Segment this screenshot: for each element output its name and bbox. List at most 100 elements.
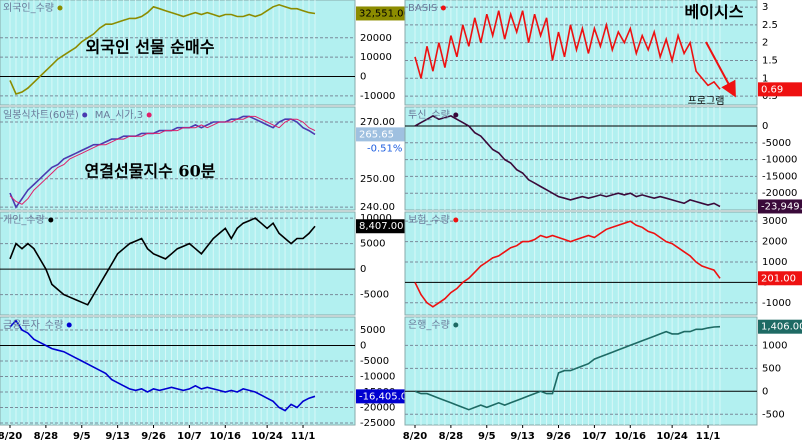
y-tick-label: -20000 bbox=[360, 402, 395, 413]
value-box bbox=[758, 199, 802, 214]
legend-label: 은행_수량 bbox=[408, 319, 450, 331]
y-tick-label: 3000 bbox=[762, 216, 787, 227]
y-tick-label: 500 bbox=[762, 363, 781, 374]
y-tick-label: 0.5 bbox=[762, 91, 778, 102]
value-box-label: 265.65 bbox=[359, 129, 394, 140]
y-tick-label: -1000 bbox=[762, 298, 791, 309]
series-line bbox=[414, 114, 721, 208]
legend-dot bbox=[48, 217, 54, 223]
plot-area bbox=[404, 211, 758, 316]
plot-area bbox=[404, 106, 758, 211]
x-tick-label: 8/20 bbox=[0, 431, 22, 442]
legend-dot bbox=[146, 112, 152, 118]
legend-dot bbox=[66, 322, 72, 328]
y-tick-label: -10000 bbox=[360, 91, 395, 102]
annotation: 연결선물지수 60분 bbox=[85, 162, 216, 181]
plot-area bbox=[404, 316, 758, 426]
y-tick-label: 1.5 bbox=[762, 56, 778, 67]
y-tick-label: 1000 bbox=[762, 340, 787, 351]
y-tick-label: 10000 bbox=[360, 213, 392, 224]
x-tick-label: 9/26 bbox=[546, 431, 571, 442]
y-tick-label: -5000 bbox=[762, 138, 791, 149]
panel: 1000 500 0 -500 은행_수량 1,406.00 8/20 8/28 9/5 9/13… bbox=[403, 316, 802, 442]
y-tick-label: 10000 bbox=[360, 52, 392, 63]
x-tick-label: 11/1 bbox=[291, 431, 316, 442]
y-tick-label: -10000 bbox=[762, 155, 797, 166]
y-tick-label: 0 bbox=[762, 386, 768, 397]
x-tick-label: 10/16 bbox=[210, 431, 242, 442]
y-tick-label: -5000 bbox=[360, 356, 389, 367]
series-line bbox=[414, 325, 721, 411]
y-tick-label: 1 bbox=[762, 73, 768, 84]
legend-label: MA_시가,3 bbox=[95, 109, 143, 121]
y-tick-label: 0 bbox=[360, 72, 366, 83]
change-label: -0.51% bbox=[367, 143, 402, 154]
value-box-label: 32,551.00 bbox=[359, 8, 410, 19]
x-tick-label: 9/5 bbox=[73, 431, 91, 442]
y-tick-label: 2000 bbox=[762, 237, 787, 248]
y-tick-label: -20000 bbox=[762, 188, 797, 199]
x-tick-label: 9/5 bbox=[478, 431, 496, 442]
y-tick-label: 3 bbox=[762, 2, 768, 13]
series-line bbox=[9, 115, 316, 205]
legend-label: 보험_수량 bbox=[408, 214, 450, 226]
annotation: 프로그램 bbox=[688, 95, 725, 107]
legend-label: 투신_수량 bbox=[408, 109, 450, 121]
x-tick-label: 8/20 bbox=[403, 431, 428, 442]
legend-dot bbox=[440, 5, 446, 11]
legend-label: 일봉식차트(60분) bbox=[3, 109, 79, 121]
panel: 20000 10000 0 -10000 외국인_수량 32,551.00 외국인 선물 순… bbox=[0, 0, 410, 106]
x-tick-label: 10/24 bbox=[251, 431, 283, 442]
y-tick-label: -5000 bbox=[360, 290, 389, 301]
y-tick-label: -10000 bbox=[360, 372, 395, 383]
value-box bbox=[356, 127, 405, 142]
value-box-label: 201.00 bbox=[761, 273, 796, 284]
x-tick-label: 8/28 bbox=[439, 431, 464, 442]
value-box bbox=[356, 6, 405, 21]
legend-dot bbox=[453, 112, 459, 118]
series-line bbox=[9, 217, 316, 306]
panel: 50000-5000-10000-15000-20000-25000금융투자_수… bbox=[0, 316, 414, 442]
panel: 270.00 250.00 240.00 일봉식차트(60분) MA_시가,3 265.6… bbox=[0, 106, 405, 213]
legend-label: 외국인_수량 bbox=[3, 2, 54, 14]
plot-area bbox=[404, 0, 758, 106]
value-box bbox=[356, 389, 405, 404]
series-line bbox=[9, 3, 316, 95]
y-tick-label: 5000 bbox=[360, 239, 385, 250]
y-tick-label: 0 bbox=[360, 341, 366, 352]
legend-label: BASIS bbox=[408, 3, 437, 14]
value-box-label: 8,407.00 bbox=[359, 221, 404, 232]
y-tick-label: -15000 bbox=[762, 171, 797, 182]
y-tick-label: 270.00 bbox=[360, 117, 395, 128]
value-box-label: 0.69 bbox=[761, 84, 783, 95]
x-tick-label: 9/13 bbox=[510, 431, 535, 442]
series-line bbox=[414, 220, 721, 308]
legend-dot bbox=[82, 112, 88, 118]
annotation-arrow bbox=[705, 41, 736, 98]
x-tick-label: 11/1 bbox=[696, 431, 721, 442]
value-box-label: -23,949.0 bbox=[761, 201, 802, 212]
value-box bbox=[758, 82, 802, 97]
x-tick-label: 10/7 bbox=[582, 431, 607, 442]
legend-dot bbox=[453, 217, 459, 223]
series-line bbox=[9, 115, 316, 209]
series-line bbox=[414, 10, 721, 90]
series-line bbox=[9, 319, 316, 412]
value-box bbox=[356, 219, 405, 234]
x-tick-label: 10/16 bbox=[615, 431, 647, 442]
y-tick-label: 2.5 bbox=[762, 20, 778, 31]
y-tick-label: 2 bbox=[762, 38, 768, 49]
legend-label: 금융투자_수량 bbox=[3, 319, 63, 331]
value-box-label: 1,406.00 bbox=[761, 322, 802, 333]
x-tick-label: 10/24 bbox=[656, 431, 688, 442]
annotation: 베이시스 bbox=[685, 3, 744, 22]
legend-dot bbox=[453, 322, 459, 328]
y-tick-label: -25000 bbox=[360, 418, 395, 429]
y-tick-label: 20000 bbox=[360, 33, 392, 44]
legend-label: 개인_수량 bbox=[3, 214, 45, 226]
value-box bbox=[758, 271, 802, 286]
y-tick-label: 240.00 bbox=[360, 202, 395, 213]
panel: 10000 5000 0 -5000 개인_수량 8,407.00 bbox=[0, 211, 405, 316]
